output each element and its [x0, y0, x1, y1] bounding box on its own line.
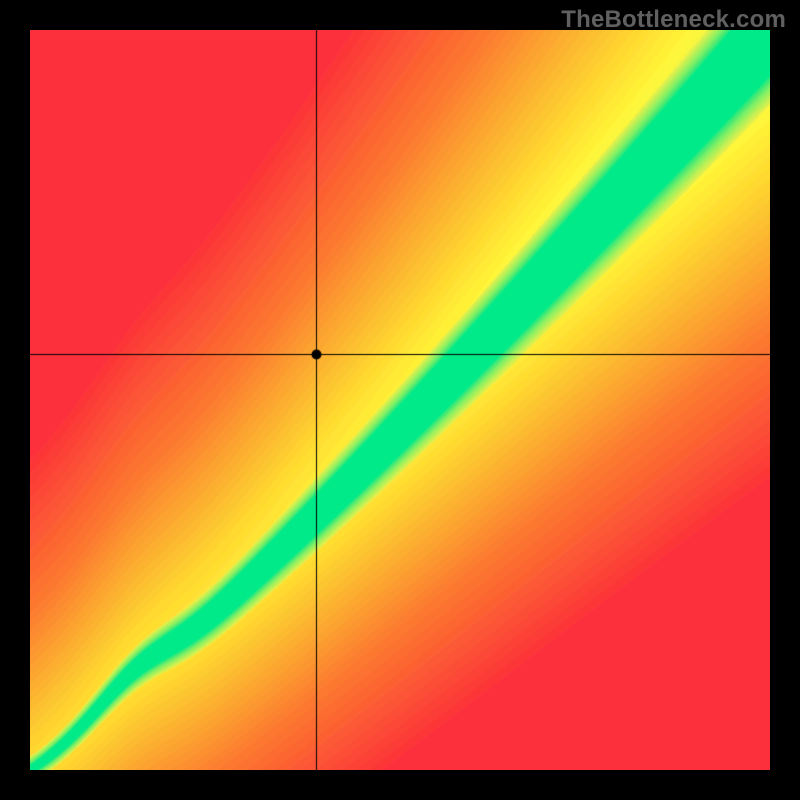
- plot-area: [30, 30, 770, 770]
- watermark-text: TheBottleneck.com: [561, 6, 786, 34]
- heatmap-canvas: [30, 30, 770, 770]
- chart-container: TheBottleneck.com: [0, 0, 800, 800]
